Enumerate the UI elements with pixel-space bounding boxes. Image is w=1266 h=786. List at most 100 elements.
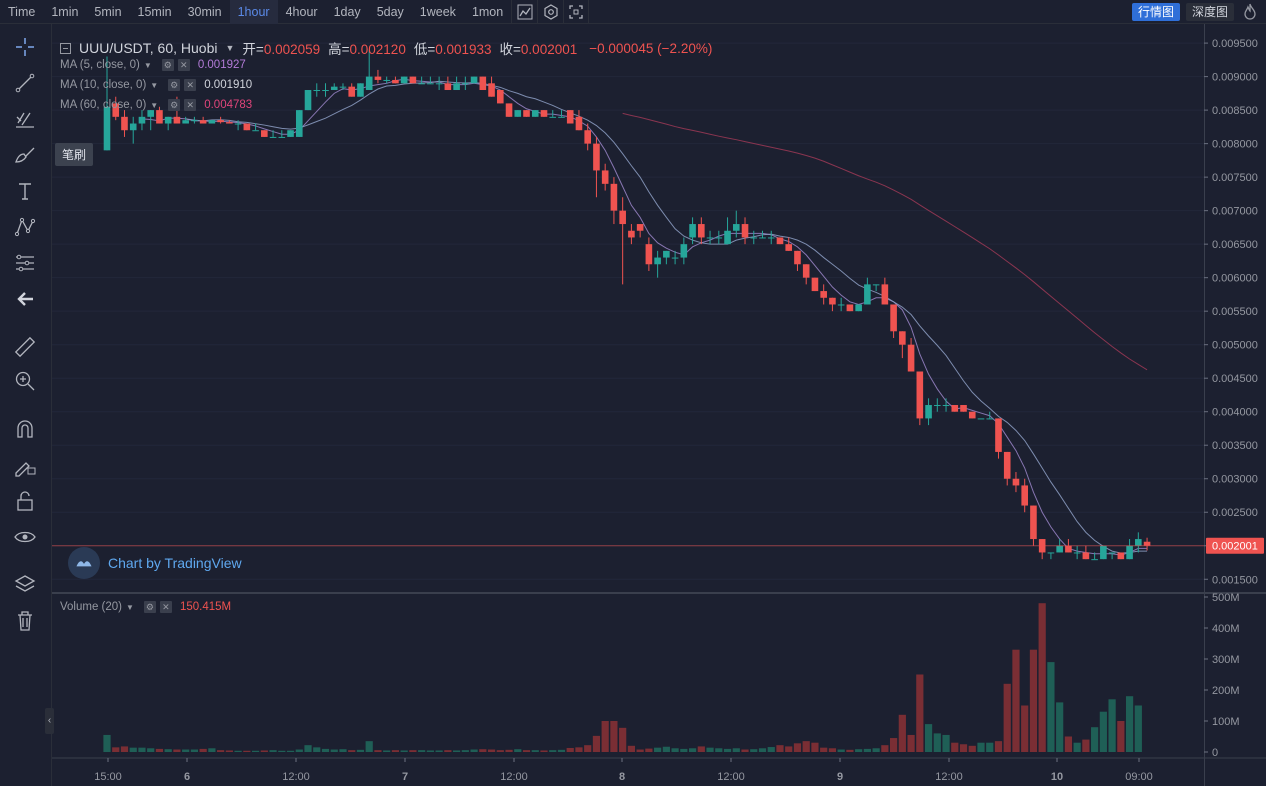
chevron-down-icon[interactable]: ▼ bbox=[126, 602, 134, 612]
volume-bar bbox=[636, 749, 644, 752]
candle-body bbox=[1003, 451, 1011, 479]
volume-bar bbox=[182, 749, 190, 752]
price-tick-label: 0.006500 bbox=[1212, 239, 1258, 251]
settings-icon[interactable]: ⚙ bbox=[143, 601, 156, 613]
zoom-in-icon[interactable] bbox=[12, 368, 38, 394]
timeframe-4hour[interactable]: 4hour bbox=[285, 4, 318, 19]
symbol-label[interactable]: UUU/USDT, 60, Huobi bbox=[79, 40, 218, 56]
volume-bar bbox=[479, 749, 487, 752]
candle-body bbox=[995, 418, 1002, 452]
close-icon[interactable]: ✕ bbox=[159, 601, 172, 613]
series-toggle-icon[interactable] bbox=[60, 42, 71, 54]
fib-icon[interactable] bbox=[12, 106, 38, 132]
candle-body bbox=[444, 83, 452, 91]
settings-icon[interactable]: ⚙ bbox=[168, 99, 181, 111]
candle-body bbox=[593, 143, 600, 171]
timeframe-1min[interactable]: 1min bbox=[51, 4, 79, 19]
volume-bar bbox=[863, 748, 871, 752]
timeframe-30min[interactable]: 30min bbox=[187, 4, 222, 19]
time-tick-label: 12:00 bbox=[717, 771, 745, 783]
forecast-icon[interactable] bbox=[12, 250, 38, 276]
candle-body bbox=[348, 86, 356, 97]
main-legend: UUU/USDT, 60, Huobi ▼ 开=0.002059 高=0.002… bbox=[60, 38, 712, 58]
ma5-label[interactable]: MA (5, close, 0) bbox=[60, 59, 140, 71]
candle-body bbox=[531, 110, 539, 117]
tab-kline[interactable]: 行情图 bbox=[1131, 3, 1180, 21]
volume-label[interactable]: Volume (20) bbox=[60, 601, 123, 613]
candle-body bbox=[706, 237, 714, 239]
candle-body bbox=[785, 244, 793, 251]
trend-line-icon[interactable] bbox=[12, 70, 38, 96]
collapse-toolbar-button[interactable]: ‹ bbox=[45, 708, 54, 734]
volume-bar bbox=[444, 750, 452, 752]
settings-icon[interactable]: ⚙ bbox=[168, 79, 181, 91]
ma60-label[interactable]: MA (60, close, 0) bbox=[60, 99, 147, 111]
timeframe-1mon[interactable]: 1mon bbox=[471, 4, 504, 19]
volume-bar bbox=[260, 750, 268, 752]
timeframe-1day[interactable]: 1day bbox=[333, 4, 361, 19]
pattern-icon[interactable] bbox=[12, 214, 38, 240]
ruler-icon[interactable] bbox=[12, 334, 38, 360]
candle-body bbox=[1108, 552, 1116, 554]
tab-depth[interactable]: 深度图 bbox=[1185, 3, 1234, 21]
trash-icon[interactable] bbox=[12, 608, 38, 634]
timeframe-5day[interactable]: 5day bbox=[376, 4, 404, 19]
chevron-down-icon[interactable]: ▼ bbox=[150, 80, 159, 90]
volume-bar bbox=[251, 750, 260, 752]
text-icon[interactable] bbox=[12, 178, 38, 204]
fullscreen-icon[interactable] bbox=[563, 0, 590, 24]
candle-body bbox=[802, 264, 810, 278]
back-arrow-icon[interactable] bbox=[12, 286, 38, 312]
volume-bar bbox=[767, 747, 775, 752]
chevron-down-icon[interactable]: ▼ bbox=[143, 60, 152, 70]
candle-body bbox=[645, 244, 653, 265]
ma10-label[interactable]: MA (10, close, 0) bbox=[60, 79, 147, 91]
eye-icon[interactable] bbox=[12, 524, 38, 550]
time-tick-label: 09:00 bbox=[1125, 771, 1153, 783]
brush-icon[interactable] bbox=[12, 142, 38, 168]
volume-bar bbox=[1021, 705, 1029, 752]
volume-bar bbox=[1073, 742, 1081, 752]
volume-bar bbox=[243, 750, 251, 752]
ma60-value: 0.004783 bbox=[204, 99, 253, 111]
close-icon[interactable]: ✕ bbox=[184, 79, 197, 91]
volume-bar bbox=[295, 749, 303, 752]
candle-body bbox=[925, 405, 932, 419]
tradingview-watermark[interactable]: Chart by TradingView bbox=[68, 547, 242, 579]
low-value: 0.001933 bbox=[435, 42, 492, 57]
settings-icon[interactable]: ⚙ bbox=[161, 59, 174, 71]
candle-body bbox=[129, 123, 137, 131]
candle-body bbox=[881, 284, 889, 305]
candle-body bbox=[269, 136, 277, 138]
volume-bar bbox=[418, 750, 426, 752]
volume-bar bbox=[496, 750, 504, 752]
tool-tooltip: 笔刷 bbox=[55, 143, 94, 166]
close-icon[interactable]: ✕ bbox=[177, 59, 190, 71]
volume-bar bbox=[968, 745, 976, 752]
lock-drawing-icon[interactable] bbox=[12, 452, 38, 478]
indicator-icon[interactable] bbox=[511, 0, 537, 24]
volume-bar bbox=[654, 747, 662, 752]
settings-icon[interactable] bbox=[537, 0, 563, 24]
timeframe-1hour[interactable]: 1hour bbox=[229, 0, 278, 24]
timeframe-1week[interactable]: 1week bbox=[419, 4, 456, 19]
chevron-down-icon[interactable]: ▼ bbox=[225, 43, 235, 53]
magnet-icon[interactable] bbox=[12, 416, 38, 442]
candle-body bbox=[479, 76, 487, 91]
unlock-icon[interactable] bbox=[12, 488, 38, 514]
volume-bar bbox=[147, 748, 155, 752]
close-icon[interactable]: ✕ bbox=[184, 99, 197, 111]
layers-icon[interactable] bbox=[12, 572, 38, 598]
candle-body bbox=[916, 371, 924, 419]
chevron-down-icon[interactable]: ▼ bbox=[150, 100, 159, 110]
volume-bar bbox=[680, 748, 688, 752]
volume-bar bbox=[697, 746, 705, 752]
crosshair-icon[interactable] bbox=[12, 34, 38, 60]
volume-bar bbox=[846, 749, 854, 752]
close-value: 0.002001 bbox=[520, 42, 578, 57]
volume-bar bbox=[758, 748, 767, 752]
timeframe-15min[interactable]: 15min bbox=[137, 4, 172, 19]
candle-body bbox=[313, 90, 321, 92]
timeframe-5min[interactable]: 5min bbox=[94, 4, 122, 19]
